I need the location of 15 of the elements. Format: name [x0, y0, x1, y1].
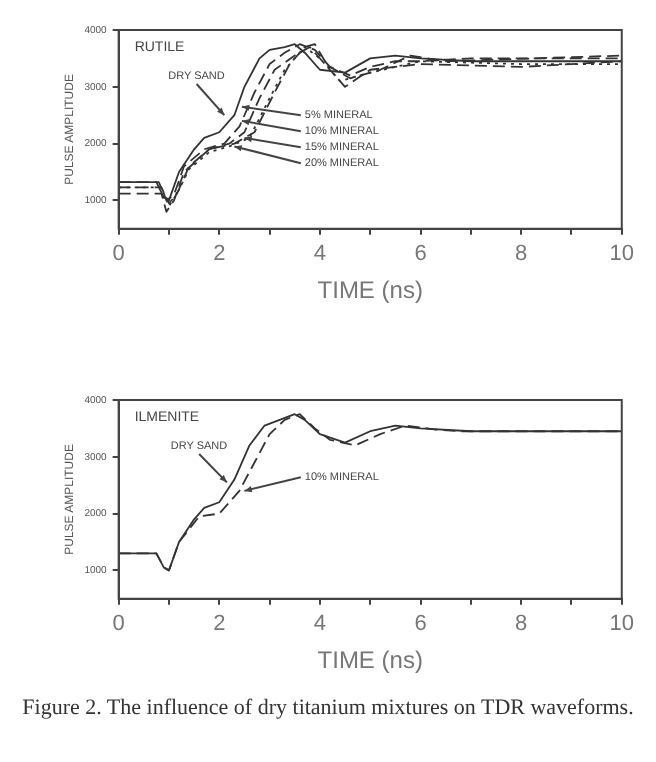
- x-tick-label: 2: [213, 242, 226, 267]
- x-axis-title: TIME (ns): [317, 646, 423, 675]
- x-tick-label: 10: [609, 612, 635, 637]
- x-tick-label: 4: [313, 242, 327, 267]
- x-tick-label: 8: [515, 242, 528, 267]
- x-tick-label: 4: [313, 612, 327, 637]
- x-tick-label: 6: [414, 612, 427, 637]
- x-tick-label: 2: [213, 612, 226, 637]
- x-tick-label: 0: [112, 612, 125, 637]
- x-tick-label: 6: [414, 242, 427, 267]
- x-tick-label: 0: [112, 242, 125, 267]
- x-axis-title: TIME (ns): [317, 276, 423, 305]
- caption: Figure 2. The influence of dry titanium mixtures on TDR waveforms.: [20, 696, 636, 720]
- x-tick-label: 8: [515, 612, 528, 637]
- x-tick-label: 10: [609, 242, 635, 267]
